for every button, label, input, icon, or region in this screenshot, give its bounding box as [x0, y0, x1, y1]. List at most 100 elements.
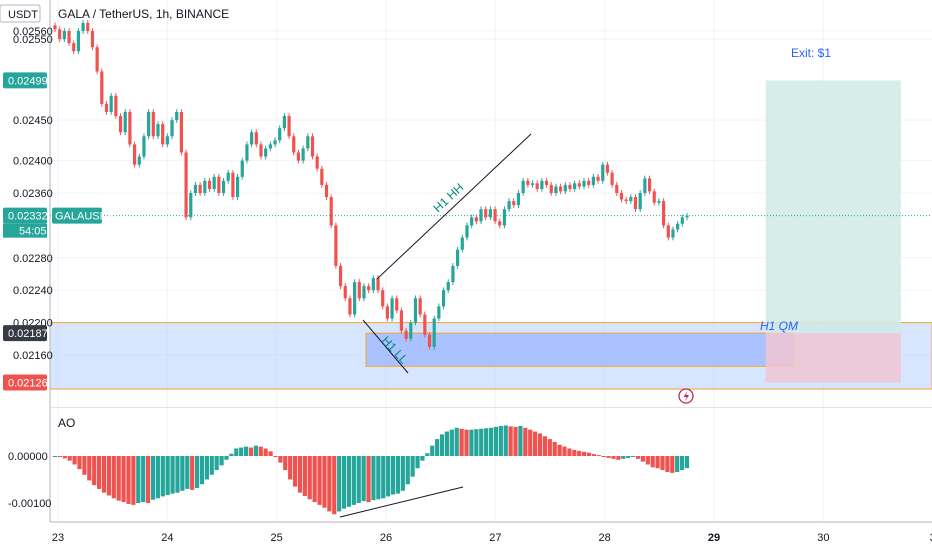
ao-bar [72, 456, 77, 465]
candle-body [250, 132, 254, 145]
ao-bar [650, 456, 655, 468]
candle-body [413, 298, 418, 323]
ao-bar [655, 456, 660, 469]
ao-bar [390, 456, 396, 495]
ao-bar [101, 456, 107, 493]
hh-trendline[interactable] [376, 133, 532, 280]
lightning-alert-icon[interactable] [678, 388, 694, 404]
ao-bar [386, 456, 391, 497]
time-tick-label: 30 [817, 532, 829, 544]
ao-bar [214, 456, 219, 471]
ao-bar [190, 456, 195, 490]
candle-body [189, 193, 193, 218]
ao-divergence-line[interactable] [339, 486, 464, 518]
ao-bar [96, 456, 102, 489]
ao-bar [239, 447, 244, 456]
ao-bar [670, 456, 675, 473]
candle-body [530, 183, 535, 185]
ao-bar [474, 429, 479, 456]
ao-bar [224, 456, 229, 460]
symbol-title[interactable]: GALA / TetherUS, 1h, BINANCE [58, 7, 229, 21]
candle-body [226, 172, 230, 181]
ao-bar [263, 448, 268, 456]
ll-trendline[interactable] [362, 319, 409, 374]
ao-bar [425, 453, 430, 456]
candle-body [577, 183, 581, 187]
ao-bar [430, 445, 435, 456]
ao-bar [660, 456, 665, 471]
candle-body [666, 225, 670, 238]
ao-bar [684, 456, 690, 469]
ao-tick-label: -0.00100 [8, 498, 51, 510]
candle-body [254, 132, 258, 145]
candle-body [161, 124, 165, 145]
ao-bar [77, 456, 82, 470]
currency-badge-bg [0, 4, 41, 23]
candle-body [217, 176, 221, 193]
ao-bar [307, 456, 312, 500]
price-tick-label: 0.02240 [13, 285, 53, 297]
currency-label[interactable]: USDT [8, 9, 38, 21]
time-tick-label: 29 [708, 532, 720, 544]
candle-body [474, 217, 478, 222]
candle-body [516, 193, 521, 206]
candle-body [582, 180, 586, 187]
ao-bar [327, 456, 332, 512]
candle-body [418, 298, 422, 315]
candle-body [395, 298, 399, 311]
ao-bar [533, 431, 538, 456]
ao-bar [302, 456, 307, 496]
candle-body [498, 221, 502, 226]
time-axis[interactable]: 23 24 25 26 27 28 29 30 3 [50, 521, 932, 544]
qm-annotation[interactable]: H1 QM [760, 319, 798, 333]
ao-bar [542, 436, 548, 456]
candle-body [151, 112, 155, 137]
candle-body [76, 31, 81, 52]
ao-bar [312, 456, 317, 503]
candle-body [100, 71, 104, 104]
candle-body [231, 172, 235, 198]
ao-bar [322, 456, 327, 508]
ao-bar [62, 456, 67, 459]
candle-body [137, 156, 141, 165]
ao-bar [459, 428, 464, 456]
ao-bar [317, 456, 322, 505]
candle-body [554, 186, 558, 193]
ao-bar [591, 454, 597, 456]
ao-bar [567, 448, 572, 456]
candle-body [465, 225, 469, 238]
candle-body [484, 209, 488, 218]
drawings-layer [339, 133, 532, 518]
ao-bar [469, 429, 474, 456]
ao-bar [376, 456, 381, 500]
candle-body [676, 223, 680, 230]
ao-bar [297, 456, 303, 493]
candle-body [381, 290, 385, 307]
candle-body [245, 144, 249, 161]
ao-bar [116, 456, 121, 501]
candle-body [62, 31, 66, 40]
ao-bar [528, 429, 533, 456]
candle-body [460, 237, 464, 250]
ao-bar [572, 449, 577, 456]
price-tick-label: 0.02160 [13, 350, 53, 362]
ao-bar [395, 456, 401, 494]
candle-body [165, 136, 169, 145]
exit-annotation[interactable]: Exit: $1 [791, 46, 831, 60]
candle-body [591, 176, 595, 185]
candle-body [633, 197, 638, 210]
ao-bar [444, 431, 450, 456]
candle-body [179, 112, 183, 153]
ao-bar [145, 456, 151, 503]
hh-annotation[interactable]: H1 HH [430, 180, 466, 215]
candle-body [184, 152, 188, 218]
ao-bar [435, 439, 440, 456]
candle-body [118, 116, 123, 133]
ao-bar [484, 428, 489, 456]
symbol-badge-bg [52, 207, 102, 224]
zone-price-badge-bg [3, 325, 47, 342]
countdown-badge-bg [3, 223, 47, 238]
candle-body [95, 47, 99, 72]
ao-bar [243, 446, 249, 456]
